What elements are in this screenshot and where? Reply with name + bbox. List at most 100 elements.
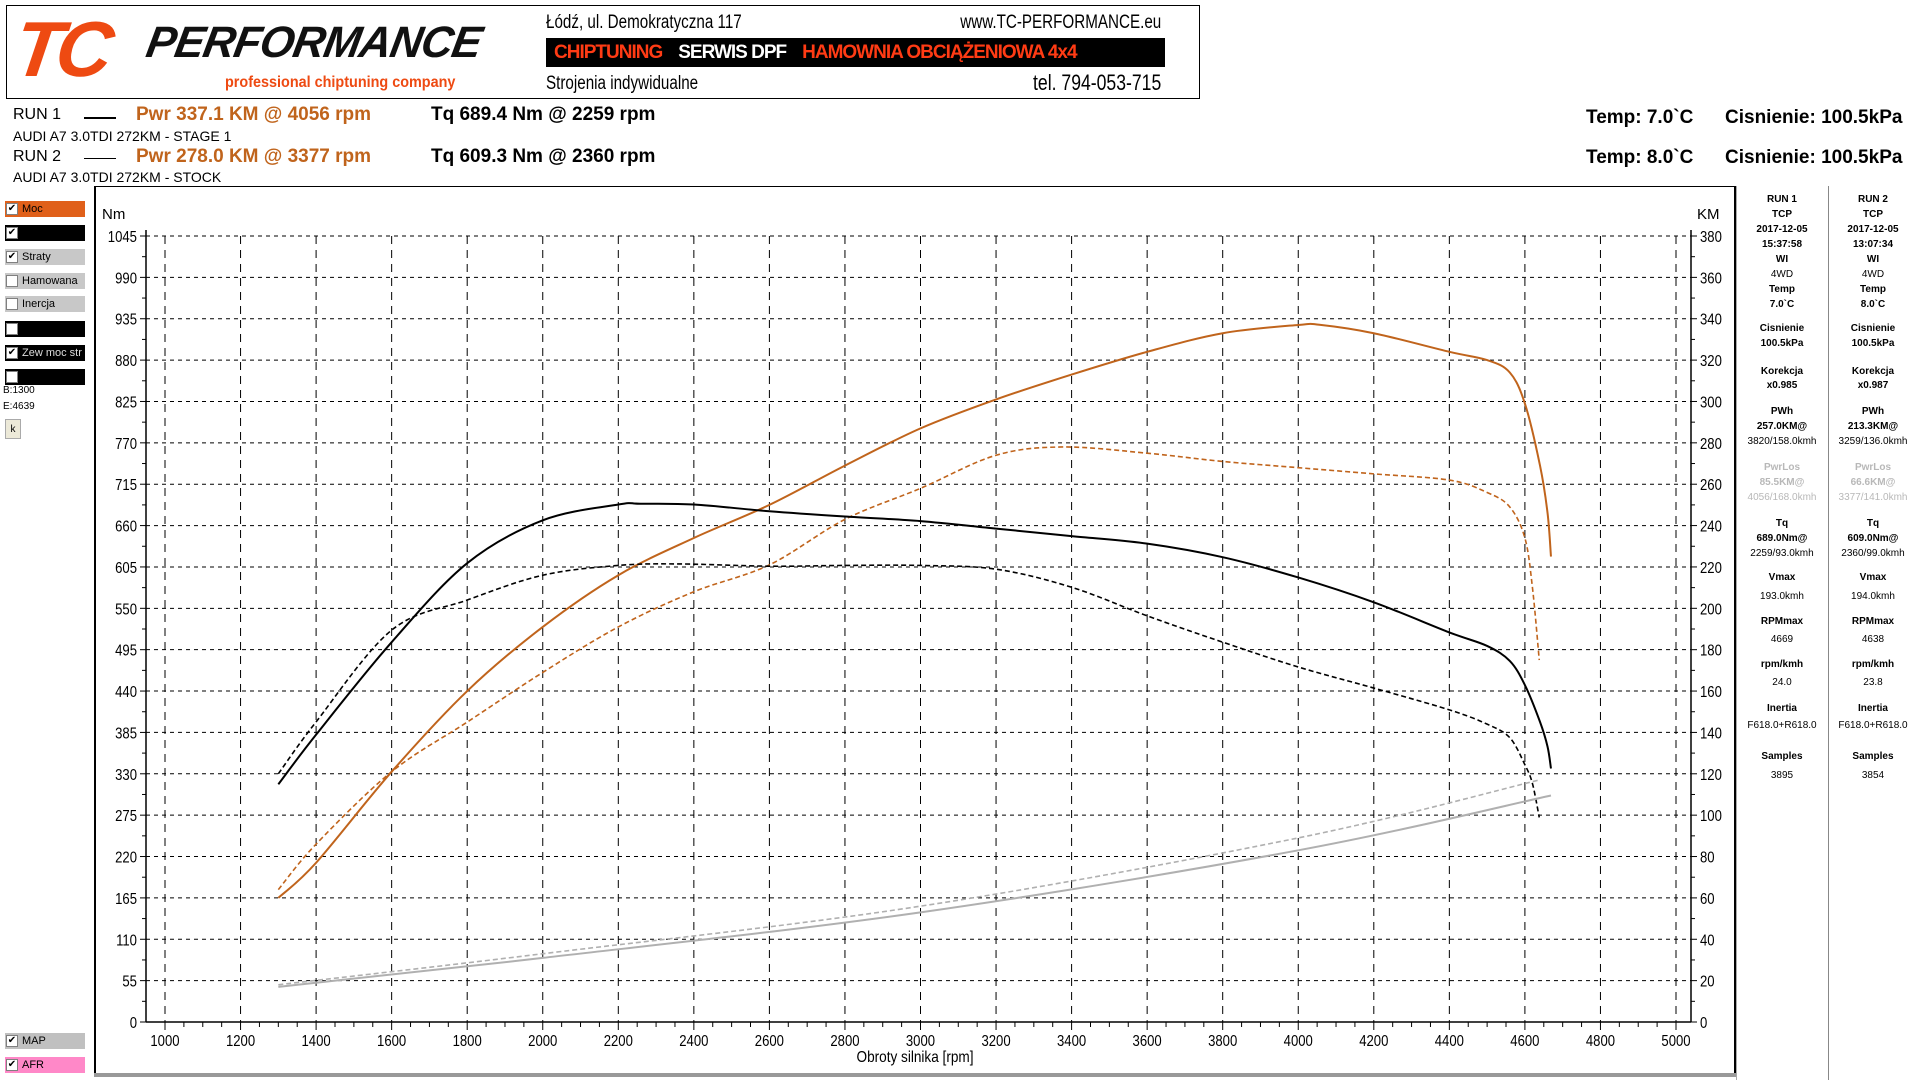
y-right-tick-label: 180 [1700,643,1722,660]
run2-detail: 4WD [1861,269,1885,280]
chart-toggle-inercja[interactable]: Inercja [5,296,85,312]
checkbox[interactable]: ✔ [6,1035,18,1047]
y-left-axis-label: Nm [102,206,125,223]
checkbox[interactable]: ✔ [6,203,18,215]
checkbox[interactable]: ✔ [6,251,18,263]
run1-detail: TCP [1772,209,1792,220]
run2-label: RUN 2 [13,148,62,165]
y-right-tick-label: 0 [1700,1015,1707,1032]
run1-detail: 4WD [1770,269,1794,280]
run2-detail: Inertia [1857,703,1888,714]
x-tick-label: 1400 [302,1033,331,1050]
y-left-tick-label: 1045 [108,229,137,246]
checkbox[interactable] [6,371,18,383]
x-tick-label: 1800 [453,1033,482,1050]
x-tick-label: 2600 [755,1033,784,1050]
y-right-tick-label: 260 [1700,477,1722,494]
run1-detail: 100.5kPa [1760,338,1804,349]
run1-torque: Tq 689.4 Nm @ 2259 rpm [431,104,656,125]
run1-power-line [277,322,1552,899]
checkbox[interactable]: ✔ [6,227,18,239]
chart-toggle-series-1[interactable]: ✔ [5,225,85,241]
x-tick-label: 1600 [377,1033,406,1050]
run2-detail: rpm/kmh [1851,659,1895,670]
run2-detail: Temp [1860,284,1886,295]
x-tick-label: 2000 [528,1033,557,1050]
run2-detail: RPMmax [1851,616,1895,627]
run1-detail: Temp [1769,284,1795,295]
checkbox[interactable] [6,275,18,287]
y-left-tick-label: 825 [115,394,137,411]
checkbox[interactable]: ✔ [6,1059,18,1071]
x-tick-label: 2800 [830,1033,859,1050]
checkbox[interactable] [6,298,18,310]
x-tick-label: 1200 [226,1033,255,1050]
chart-toggle-afr[interactable]: ✔ AFR [5,1057,85,1073]
y-left-tick-label: 990 [115,270,137,287]
y-right-tick-label: 120 [1700,767,1722,784]
run1-detail: 85.5KM@ [1759,477,1805,488]
begin-rpm: B:1300 [3,385,35,396]
x-tick-label: 1000 [150,1033,179,1050]
chart-toggle-straty[interactable]: ✔ Straty [5,249,85,265]
services-banner: CHIPTUNING SERWIS DPF HAMOWNIA OBCIĄŻENI… [546,38,1165,67]
run2-detail: F618.0+R618.0 [1838,720,1908,731]
run1-detail: RPMmax [1760,616,1804,627]
y-right-tick-label: 20 [1700,974,1715,991]
checkbox[interactable]: ✔ [6,347,18,359]
y-right-tick-label: 320 [1700,353,1722,370]
run2-detail: Cisnienie [1850,323,1896,334]
x-tick-label: 4000 [1284,1033,1313,1050]
chart-toggle-moc[interactable]: ✔ Moc [5,201,85,217]
run1-detail: Tq [1775,518,1789,529]
chart-toggle-series-5[interactable] [5,321,85,337]
run2-detail: TCP [1863,209,1883,220]
run1-losses-line [278,794,1552,988]
run1-detail: Korekcja [1760,366,1804,377]
x-tick-label: 3400 [1057,1033,1086,1050]
y-left-tick-label: 110 [116,932,137,949]
run2-detail: 2360/99.0kmh [1841,548,1905,559]
run2-detail: 213.3KM@ [1847,421,1899,432]
run2-line-sample [84,158,116,159]
checkbox[interactable] [6,323,18,335]
banner-dyno: HAMOWNIA OBCIĄŻENIOWA 4x4 [802,41,1077,63]
banner-chiptuning: CHIPTUNING [554,41,663,63]
y-left-tick-label: 0 [130,1015,137,1032]
run2-detail: PWh [1861,406,1885,417]
run2-detail: x0.987 [1857,380,1889,391]
y-left-tick-label: 275 [115,808,137,825]
run2-detail: Vmax [1859,572,1887,583]
y-right-tick-label: 340 [1700,312,1722,329]
chart-toggle-hamowana[interactable]: Hamowana [5,273,85,289]
run1-detail: F618.0+R618.0 [1747,720,1817,731]
horizontal-scrollbar[interactable] [94,1073,1736,1077]
run2-temp: Temp: 8.0`C [1586,147,1694,168]
run1-power: Pwr 337.1 KM @ 4056 rpm [136,104,372,125]
run1-detail: 2259/93.0kmh [1750,548,1814,559]
run2-detail: 4638 [1861,634,1885,645]
run1-detail: Cisnienie [1759,323,1805,334]
checkbox-label: Hamowana [22,274,78,287]
y-left-tick-label: 715 [115,477,137,494]
run2-detail: 2017-12-05 [1847,224,1899,235]
banner-dpf: SERWIS DPF [678,41,787,63]
y-left-tick-label: 385 [115,725,137,742]
k-button[interactable]: k [5,419,21,439]
y-right-tick-label: 140 [1700,725,1722,742]
x-tick-label: 3000 [906,1033,935,1050]
y-left-tick-label: 550 [115,601,137,618]
chart-toggle-zew-moc-str[interactable]: ✔ Zew moc str [5,345,85,361]
y-right-tick-label: 40 [1700,932,1715,949]
x-tick-label: 4400 [1435,1033,1464,1050]
y-left-tick-label: 660 [115,518,137,535]
chart-toggle-map[interactable]: ✔ MAP [5,1033,85,1049]
checkbox-label: Moc [22,202,43,215]
y-right-tick-label: 280 [1700,436,1722,453]
run2-detail: 3854 [1861,770,1885,781]
y-right-tick-label: 240 [1700,518,1722,535]
chart-toggle-series-7[interactable] [5,369,85,385]
x-axis-label: Obroty silnika [rpm] [857,1049,974,1066]
run2-power: Pwr 278.0 KM @ 3377 rpm [136,146,372,167]
